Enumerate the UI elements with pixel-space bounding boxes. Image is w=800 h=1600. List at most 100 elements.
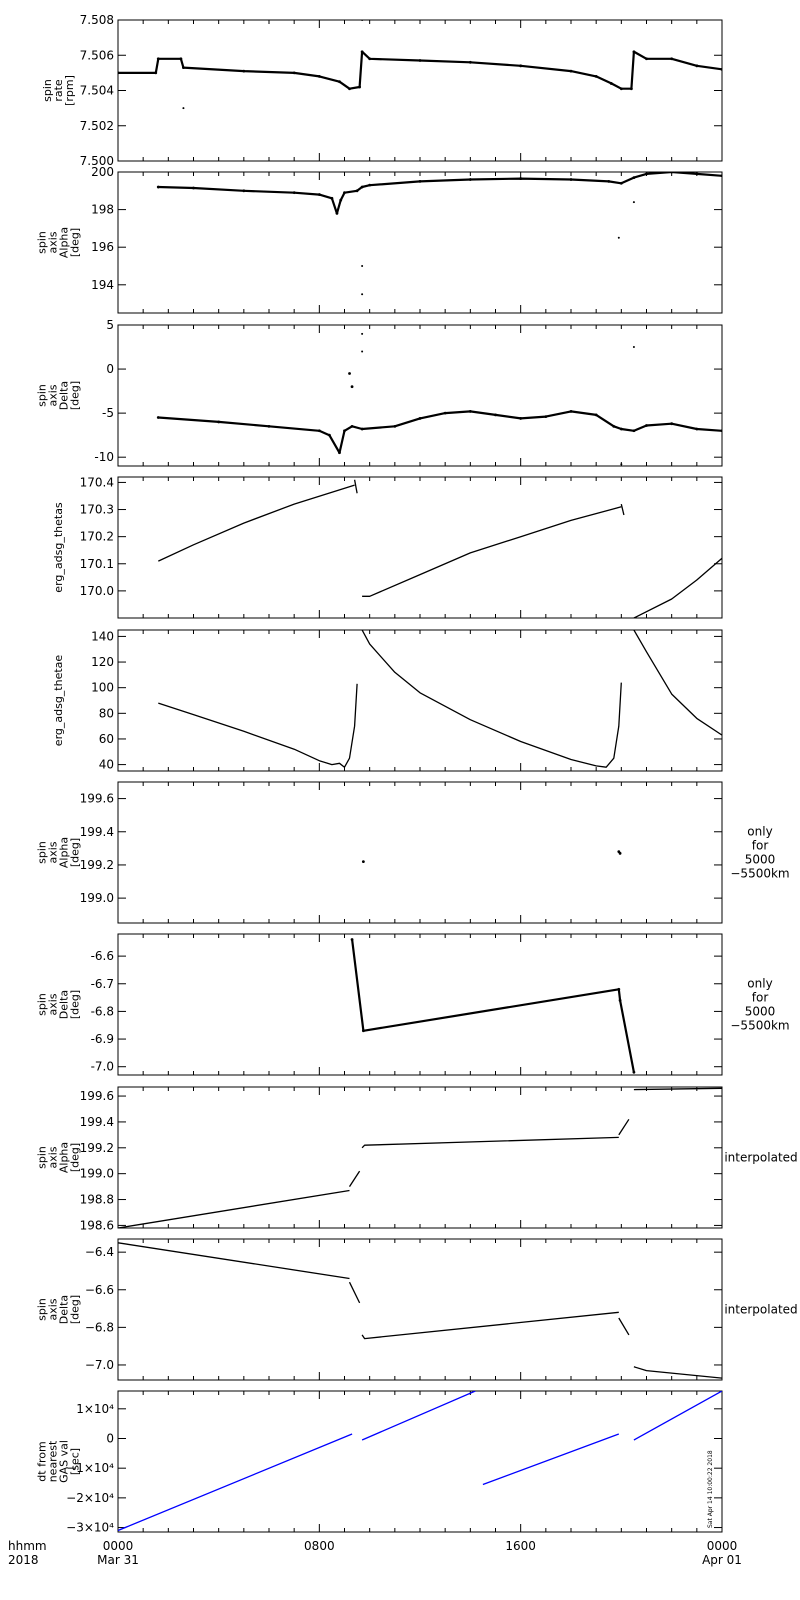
data-point: [335, 211, 339, 215]
data-point: [569, 409, 573, 413]
panel-data: [156, 332, 722, 466]
series-line: [618, 1118, 630, 1136]
y-tick-label: −3×10⁴: [66, 1521, 114, 1535]
panel-frame: [117, 19, 723, 162]
y-tick-label: 170.4: [80, 475, 114, 489]
y-tick-label: 199.4: [80, 1115, 114, 1129]
y-axis-label: axis: [47, 993, 60, 1015]
side-note: interpolated: [724, 1151, 797, 1165]
series-line: [361, 1136, 619, 1149]
x-tick-date: Apr 01: [702, 1553, 742, 1567]
y-axis-label: Delta: [58, 990, 71, 1019]
y-tick-label: 199.2: [80, 858, 114, 872]
y-tick-label: 100: [91, 681, 114, 695]
data-point: [632, 176, 636, 180]
series-line: [362, 506, 622, 597]
y-tick-label: -10: [94, 450, 114, 464]
data-point: [617, 236, 620, 239]
series-line: [361, 1391, 476, 1441]
y-axis-label: Alpha: [58, 227, 71, 258]
data-point: [632, 429, 636, 433]
series-line: [633, 1366, 722, 1379]
y-axis-label: erg_adsg_thetas: [52, 502, 65, 593]
data-point: [338, 80, 341, 84]
y-axis-label: axis: [47, 841, 60, 863]
data-point: [519, 177, 523, 180]
data-point: [619, 87, 623, 91]
series-line: [118, 50, 722, 90]
series-line: [620, 503, 625, 516]
data-point: [338, 451, 341, 455]
panel-data: [158, 479, 722, 618]
data-point: [242, 69, 246, 73]
data-point: [156, 185, 160, 189]
x-tick-label: 0800: [304, 1539, 335, 1553]
y-tick-label: 7.504: [80, 84, 114, 98]
series-line: [361, 1311, 619, 1340]
y-axis-label: erg_adsg_thetae: [52, 655, 65, 747]
side-note: only: [747, 977, 772, 991]
y-tick-label: 170.2: [80, 530, 114, 544]
data-point: [695, 427, 699, 431]
data-point: [468, 178, 472, 181]
data-point: [569, 69, 573, 73]
series-line: [482, 1433, 620, 1486]
panel-data: [118, 1242, 722, 1379]
y-tick-label: 199.4: [80, 825, 114, 839]
data-point: [156, 57, 160, 61]
panel-data: [118, 20, 722, 110]
y-axis-label: [deg]: [69, 228, 82, 257]
data-point: [618, 998, 622, 1002]
panel-frame: [117, 1086, 723, 1229]
x-tick-label: 1600: [505, 1539, 536, 1553]
y-tick-label: 5: [106, 318, 114, 332]
panel-frame: [117, 476, 723, 619]
panel-frame: [117, 1390, 723, 1533]
y-axis-label: [deg]: [69, 1295, 82, 1324]
data-point: [612, 424, 616, 428]
data-point: [343, 191, 346, 195]
y-tick-label: 199.6: [80, 1089, 114, 1103]
y-tick-label: 170.3: [80, 503, 114, 517]
series-line: [348, 1281, 361, 1304]
y-tick-label: −2×10⁴: [66, 1491, 114, 1505]
series-line: [633, 1087, 722, 1091]
data-point: [242, 189, 246, 193]
data-point: [361, 265, 364, 267]
data-point: [355, 189, 359, 193]
y-axis-label: spin: [36, 384, 49, 407]
data-point: [348, 372, 351, 375]
data-point: [494, 413, 497, 417]
x-tick-label: 0000: [103, 1539, 134, 1553]
panel-data: [118, 1391, 722, 1532]
y-tick-label: 7.508: [80, 13, 114, 27]
data-point: [317, 429, 321, 433]
data-point: [519, 417, 523, 420]
y-tick-label: 0: [106, 1431, 114, 1445]
panel-4: 170.0 170.1 170.2 170.3 170.4 erg_adsg_thetas: [52, 475, 723, 619]
data-point: [360, 427, 364, 431]
y-axis-label: axis: [47, 384, 60, 406]
data-point: [330, 196, 334, 200]
y-axis-label: Alpha: [58, 837, 71, 868]
data-point: [620, 463, 623, 466]
y-axis-label: [deg]: [69, 990, 82, 1019]
y-tick-label: 7.506: [80, 48, 114, 62]
y-tick-label: −6.8: [85, 1320, 114, 1334]
side-note: 5000: [745, 1005, 776, 1019]
y-tick-label: −7.0: [85, 1358, 114, 1372]
data-point: [670, 57, 674, 61]
data-point: [632, 346, 635, 349]
data-point: [594, 413, 598, 417]
y-axis-label: rate: [52, 79, 65, 102]
y-tick-label: 170.1: [80, 557, 114, 571]
panel-data: [118, 1087, 722, 1228]
y-tick-label: 40: [99, 758, 114, 772]
y-tick-label: 0: [106, 362, 114, 376]
x-tick-label: 0000: [707, 1539, 738, 1553]
y-axis-label: [sec]: [69, 1448, 82, 1475]
side-note: 5000: [745, 853, 776, 867]
data-point: [544, 415, 548, 419]
